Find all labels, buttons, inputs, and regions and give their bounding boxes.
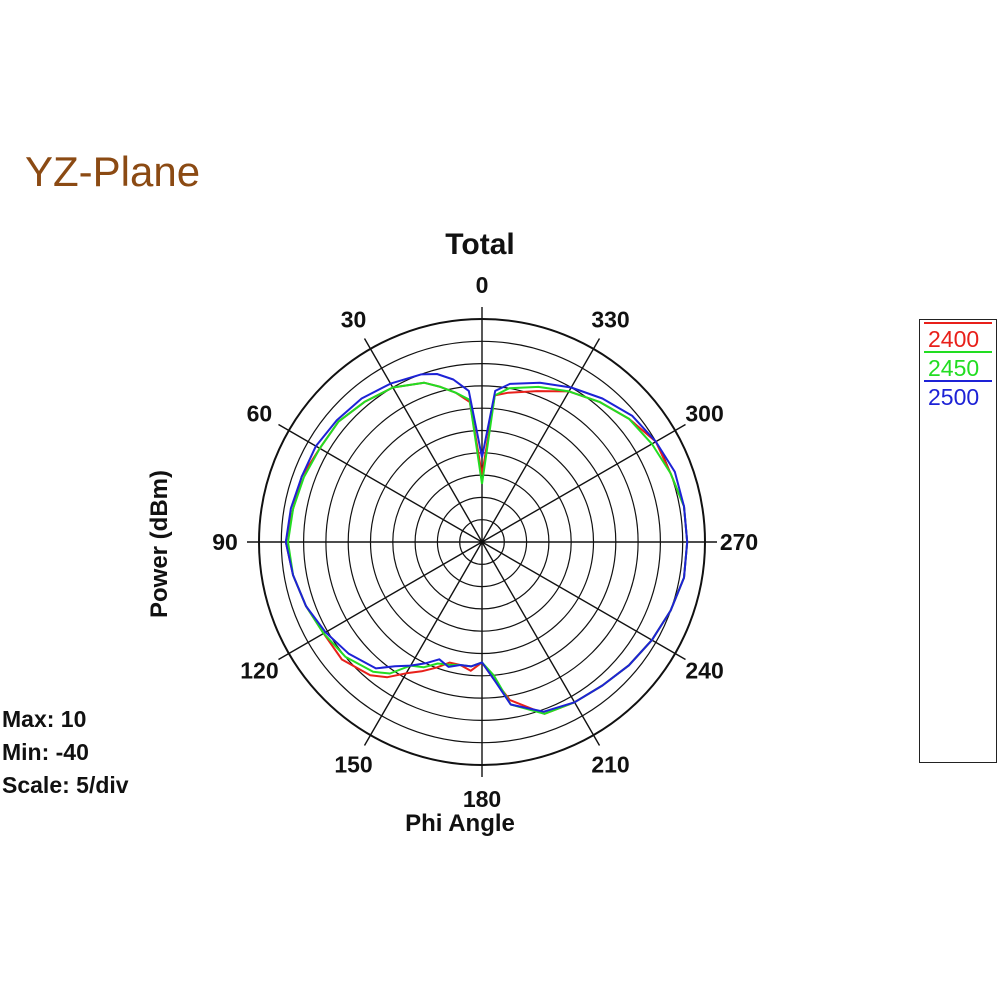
spoke-240: [481, 541, 686, 661]
legend-label-2: 2500: [928, 384, 980, 410]
legend-swatch-2: [924, 380, 992, 382]
legend-item-0: 2400: [920, 320, 996, 352]
chart-title: Total: [445, 228, 515, 261]
angle-tick-label-240: 240: [685, 658, 723, 684]
series-line-2500: [284, 373, 689, 713]
legend-label-0: 2400: [928, 326, 980, 352]
spoke-330: [481, 338, 601, 543]
spoke-30: [363, 338, 483, 543]
spoke-210: [481, 541, 601, 746]
legend-swatch-0: [924, 322, 992, 324]
legend-label-1: 2450: [928, 355, 980, 381]
legend-item-1: 2450: [920, 349, 996, 381]
angle-tick-label-270: 270: [720, 529, 758, 555]
min-label: Min: -40: [2, 739, 89, 765]
legend-swatch-1: [924, 351, 992, 353]
angle-tick-label-330: 330: [591, 306, 629, 332]
angle-tick-label-300: 300: [685, 401, 723, 427]
plane-heading: YZ-Plane: [25, 148, 201, 195]
max-label: Max: 10: [2, 706, 87, 732]
angle-tick-label-150: 150: [334, 752, 372, 778]
angle-tick-label-210: 210: [591, 752, 629, 778]
legend: 2400 2450 2500: [919, 319, 997, 763]
scale-label: Scale: 5/div: [2, 772, 129, 798]
angle-tick-label-90: 90: [212, 529, 238, 555]
x-axis-label: Phi Angle: [405, 810, 515, 837]
angle-tick-label-60: 60: [247, 401, 273, 427]
spoke-120: [278, 541, 483, 661]
spoke-60: [278, 423, 483, 543]
legend-item-2: 2500: [920, 378, 996, 410]
scale-info: Max: 10 Min: -40 Scale: 5/div: [2, 703, 129, 802]
angle-tick-label-30: 30: [341, 306, 367, 332]
angle-tick-label-0: 0: [476, 272, 489, 298]
spoke-150: [363, 541, 483, 746]
angle-tick-label-180: 180: [463, 786, 501, 812]
angle-tick-label-120: 120: [240, 658, 278, 684]
